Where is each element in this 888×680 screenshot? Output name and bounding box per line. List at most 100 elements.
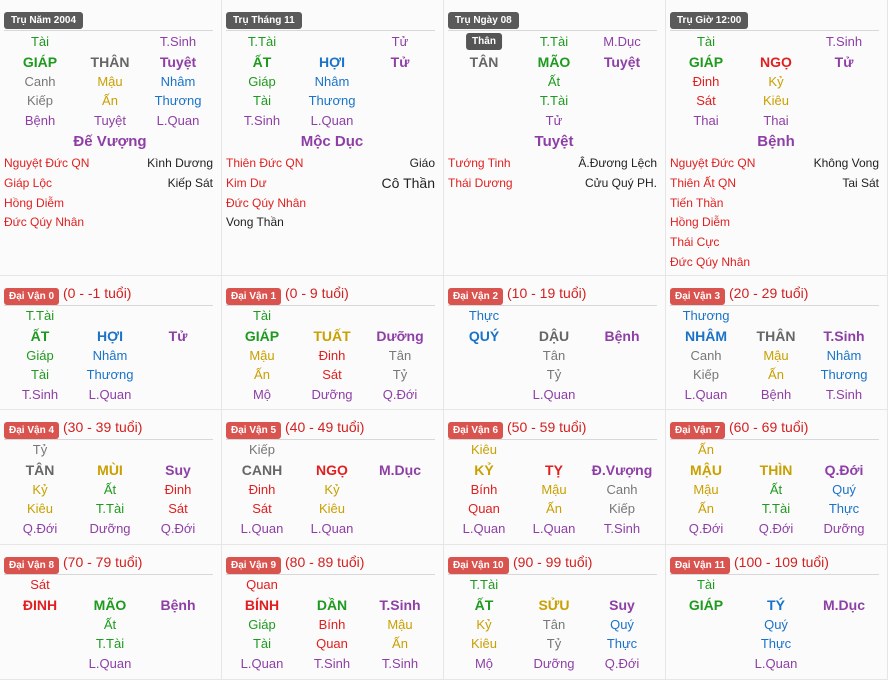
luck-label: Đại Vận 3 bbox=[670, 288, 726, 305]
ten-god: Thương bbox=[86, 367, 134, 383]
ten-god: Kỷ bbox=[32, 481, 48, 497]
ten-god: Sát bbox=[322, 367, 342, 383]
ten-god: T.Sinh bbox=[381, 656, 419, 672]
ten-god: L.Quan bbox=[156, 113, 200, 129]
star-left: Đức Qúy Nhân bbox=[670, 255, 751, 269]
ten-god: M.Dục bbox=[603, 34, 641, 49]
luck-label: Đại Vận 6 bbox=[448, 422, 504, 439]
ten-god: Bệnh bbox=[760, 387, 792, 403]
luck-cycle: Đại Vận 8 (70 - 79 tuổi) Sát ĐINH MÃO Bệnh Ất T… bbox=[0, 545, 222, 680]
ten-god: Mậu bbox=[97, 73, 123, 89]
luck-label: Đại Vận 5 bbox=[226, 422, 282, 439]
element-phase: Bệnh bbox=[757, 133, 795, 150]
age-range: (40 - 49 tuổi) bbox=[285, 419, 365, 435]
ten-god: L.Quan bbox=[532, 521, 576, 537]
luck-cycle: Đại Vận 11 (100 - 109 tuổi) Tài GIÁP TÝ M.Dục… bbox=[666, 545, 888, 680]
stem-branch: TÂN bbox=[469, 53, 499, 70]
stem-branch: TÂN bbox=[25, 461, 55, 478]
ten-god: T.Sinh bbox=[21, 387, 59, 403]
luck-label: Đại Vận 11 bbox=[670, 557, 731, 574]
stem-branch: Tuyệt bbox=[603, 53, 641, 70]
ten-god: Q.Đới bbox=[160, 521, 196, 537]
ten-god: L.Quan bbox=[462, 521, 506, 537]
luck-cycle: Đại Vận 1 (0 - 9 tuổi) Tài GIÁP TUẤT Dưỡng Mậu… bbox=[222, 276, 444, 410]
ten-god: L.Quan bbox=[310, 521, 354, 537]
age-range: (10 - 19 tuổi) bbox=[507, 285, 587, 301]
stem-branch: THÂN bbox=[756, 327, 796, 344]
ten-god: Kiêu bbox=[762, 93, 790, 109]
star-right: Cô Thần bbox=[381, 174, 435, 191]
ten-god: Ất bbox=[103, 616, 117, 632]
ten-god: T.Sinh bbox=[825, 387, 863, 403]
ten-god: L.Quan bbox=[240, 521, 284, 537]
star-left: Hồng Diễm bbox=[670, 215, 731, 230]
stem-branch: MẬU bbox=[690, 461, 722, 478]
ten-god: Mậu bbox=[763, 347, 789, 363]
ten-god: Thương bbox=[154, 93, 202, 109]
ten-god: Canh bbox=[24, 73, 56, 89]
ten-god: Dưỡng bbox=[89, 521, 131, 537]
ten-god: Bính bbox=[470, 481, 498, 497]
stem-branch: Tử bbox=[168, 327, 188, 344]
stem-branch: Bệnh bbox=[604, 327, 640, 344]
ten-god: T.Tài bbox=[25, 308, 55, 323]
divider bbox=[448, 305, 657, 306]
ten-god: T.Tài bbox=[95, 636, 125, 652]
ten-god: Ất bbox=[103, 481, 117, 497]
star-left: Nguyệt Đức QN bbox=[4, 156, 90, 170]
ten-god: Kiếp bbox=[692, 367, 720, 383]
luck-cycle: Đại Vận 10 (90 - 99 tuổi) T.Tài ẤT SỬU Suy Kỷ T… bbox=[444, 545, 666, 680]
divider bbox=[670, 30, 879, 31]
ten-god: Tử bbox=[391, 34, 409, 49]
ten-god: Quan bbox=[468, 501, 500, 517]
age-range: (30 - 39 tuổi) bbox=[63, 419, 143, 435]
ten-god: Tân bbox=[542, 616, 566, 632]
divider bbox=[4, 30, 213, 31]
pillar-column: Trụ Ngày 08 Thân T.Tài M.Dục TÂN MÃO Tuyệt Ất T.… bbox=[444, 0, 666, 276]
ten-god: Dưỡng bbox=[311, 387, 353, 403]
star-right: Tai Sát bbox=[842, 175, 879, 190]
ten-god: T.Tài bbox=[539, 93, 569, 109]
ten-god: Giáp bbox=[248, 616, 276, 632]
ten-god: Kiếp bbox=[26, 93, 54, 109]
stem-branch: MÙI bbox=[97, 461, 123, 478]
ten-god: Tử bbox=[545, 113, 563, 129]
ten-god: L.Quan bbox=[88, 656, 132, 672]
pillar-column: Trụ Giờ 12:00 Tài T.Sinh GIÁP NGỌ Tử Đinh Kỷ Sát… bbox=[666, 0, 888, 276]
ten-god: Thực bbox=[468, 308, 500, 323]
stem-branch: SỬU bbox=[538, 596, 570, 613]
ten-god: T.Sinh bbox=[313, 656, 351, 672]
ten-god: Q.Đới bbox=[688, 521, 724, 537]
ten-god: Tài bbox=[696, 34, 716, 49]
divider bbox=[670, 574, 879, 575]
star-right: Kiếp Sát bbox=[167, 175, 213, 190]
stem-branch: Đ.Vượng bbox=[591, 461, 653, 478]
ten-god: T.Tài bbox=[247, 34, 277, 49]
ten-god: Sát bbox=[30, 577, 50, 592]
stem-branch: ẤT bbox=[30, 327, 50, 344]
ten-god: Sát bbox=[168, 501, 188, 517]
ten-god: Bệnh bbox=[24, 113, 56, 129]
ten-god: Thương bbox=[820, 367, 868, 383]
star-left: Thái Dương bbox=[448, 175, 513, 190]
day-master-badge: Thân bbox=[466, 33, 502, 50]
divider bbox=[226, 30, 435, 31]
divider bbox=[4, 439, 213, 440]
ten-god: Dưỡng bbox=[533, 656, 575, 672]
ten-god: Quan bbox=[316, 636, 348, 652]
stem-branch: NGỌ bbox=[760, 53, 792, 70]
ten-god: Nhâm bbox=[160, 73, 196, 89]
star-right: Giáo bbox=[409, 156, 435, 170]
ten-god: Kiêu bbox=[470, 636, 498, 652]
age-range: (100 - 109 tuổi) bbox=[734, 554, 829, 570]
age-range: (60 - 69 tuổi) bbox=[729, 419, 809, 435]
ten-god: Quý bbox=[610, 616, 634, 632]
age-range: (20 - 29 tuổi) bbox=[729, 285, 809, 301]
stem-branch: GIÁP bbox=[688, 53, 724, 70]
ten-god: Mộ bbox=[252, 387, 272, 403]
stem-branch: NHÂM bbox=[685, 327, 727, 344]
luck-label: Đại Vận 7 bbox=[670, 422, 726, 439]
divider bbox=[226, 574, 435, 575]
star-left: Tướng Tinh bbox=[448, 156, 511, 170]
ten-god: Ấn bbox=[698, 501, 714, 517]
